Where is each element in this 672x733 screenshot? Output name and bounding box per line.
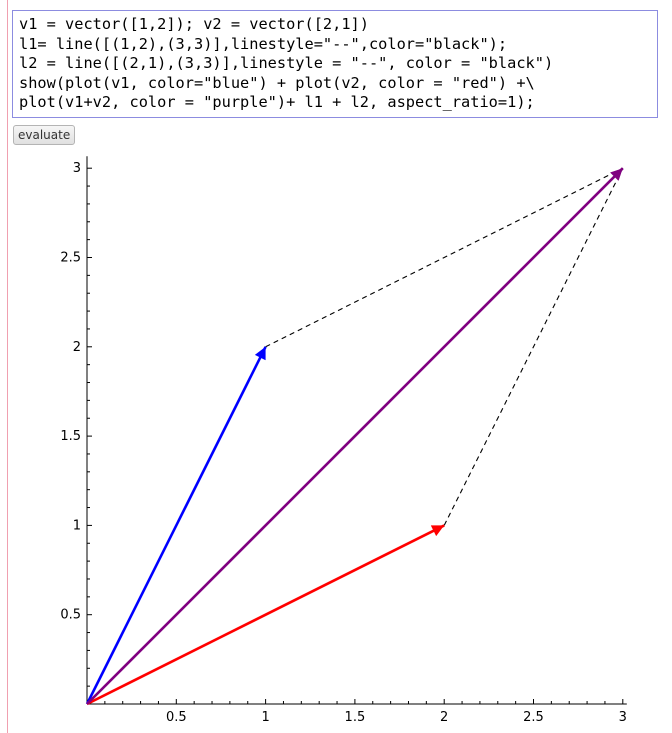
y-tick-label: 0.5 (60, 608, 81, 623)
cell-left-rule (7, 0, 8, 733)
code-line: show(plot(v1, color="blue") + plot(v2, c… (19, 73, 535, 92)
x-tick-label: 2.5 (523, 710, 544, 725)
x-tick-label: 3 (619, 710, 627, 725)
code-line: v1 = vector([1,2]); v2 = vector([2,1]) (19, 15, 369, 33)
vector-v2 (86, 524, 445, 706)
y-tick-label: 2 (73, 340, 81, 355)
code-line: l2 = line([(2,1),(3,3)],linestyle = "--"… (19, 54, 554, 73)
x-tick-label: 0.5 (166, 710, 187, 725)
x-tick-label: 2 (440, 710, 448, 725)
vector-v1 (85, 346, 267, 705)
vector-v1-plus-v2 (86, 167, 624, 705)
evaluate-button[interactable]: evaluate (13, 125, 76, 145)
dashed-line-l2 (443, 167, 624, 526)
dashed-line-l1 (265, 167, 624, 348)
y-tick-label: 3 (73, 161, 81, 176)
x-tick-label: 1.5 (345, 710, 366, 725)
code-line: l1= line([(1,2),(3,3)],linestyle="--",co… (19, 34, 508, 53)
y-tick-label: 1 (73, 518, 81, 533)
code-cell-input[interactable]: v1 = vector([1,2]); v2 = vector([2,1]) l… (12, 10, 658, 118)
code-line: plot(v1+v2, color = "purple")+ l1 + l2, … (19, 93, 535, 112)
y-tick-label: 1.5 (60, 429, 81, 444)
y-tick-label: 2.5 (60, 251, 81, 266)
x-tick-label: 1 (261, 710, 269, 725)
